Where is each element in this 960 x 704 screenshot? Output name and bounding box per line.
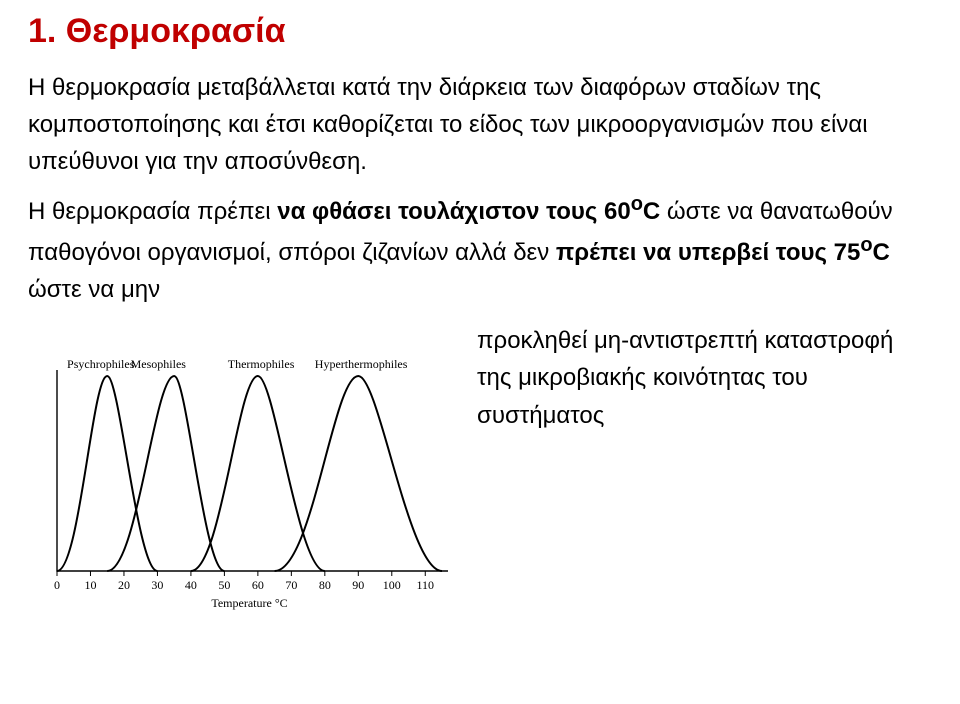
x-axis-label: Temperature °C bbox=[211, 596, 287, 610]
svg-text:70: 70 bbox=[285, 578, 297, 592]
p2-h: C bbox=[873, 239, 890, 266]
chart-svg: 0 10 20 30 40 50 60 70 80 90 100 110 PsychrophilesM… bbox=[22, 316, 467, 616]
p2-c: ο bbox=[631, 193, 643, 215]
p2-g: ο bbox=[860, 234, 872, 256]
svg-text:80: 80 bbox=[319, 578, 331, 592]
page-title: 1. Θερμοκρασία bbox=[28, 12, 932, 51]
p2-i: ώστε να μην bbox=[28, 276, 160, 303]
intro-paragraph: Η θερμοκρασία μεταβάλλεται κατά την διάρ… bbox=[28, 69, 932, 181]
svg-text:90: 90 bbox=[352, 578, 364, 592]
svg-text:Hyperthermophiles: Hyperthermophiles bbox=[315, 357, 408, 371]
svg-text:20: 20 bbox=[118, 578, 130, 592]
svg-text:0: 0 bbox=[54, 578, 60, 592]
svg-text:100: 100 bbox=[383, 578, 401, 592]
svg-text:Mesophiles: Mesophiles bbox=[131, 357, 187, 371]
svg-text:Psychrophiles: Psychrophiles bbox=[67, 357, 135, 371]
svg-text:Thermophiles: Thermophiles bbox=[228, 357, 295, 371]
threshold-paragraph: Η θερμοκρασία πρέπει να φθάσει τουλάχιστ… bbox=[28, 189, 932, 309]
p2-a: Η θερμοκρασία πρέπει bbox=[28, 198, 277, 225]
svg-text:110: 110 bbox=[416, 578, 434, 592]
p2-d: C bbox=[643, 198, 660, 225]
svg-text:10: 10 bbox=[84, 578, 96, 592]
p2-b: να φθάσει τουλάχιστον τους 60 bbox=[277, 198, 630, 225]
svg-text:40: 40 bbox=[185, 578, 197, 592]
svg-text:50: 50 bbox=[218, 578, 230, 592]
svg-text:60: 60 bbox=[252, 578, 264, 592]
p2-f: πρέπει να υπερβεί τους 75 bbox=[556, 239, 860, 266]
svg-text:30: 30 bbox=[151, 578, 163, 592]
consequence-paragraph: προκληθεί μη-αντιστρεπτή καταστροφή της … bbox=[477, 322, 932, 434]
temperature-curve-chart: 0 10 20 30 40 50 60 70 80 90 100 110 PsychrophilesM… bbox=[22, 316, 467, 616]
